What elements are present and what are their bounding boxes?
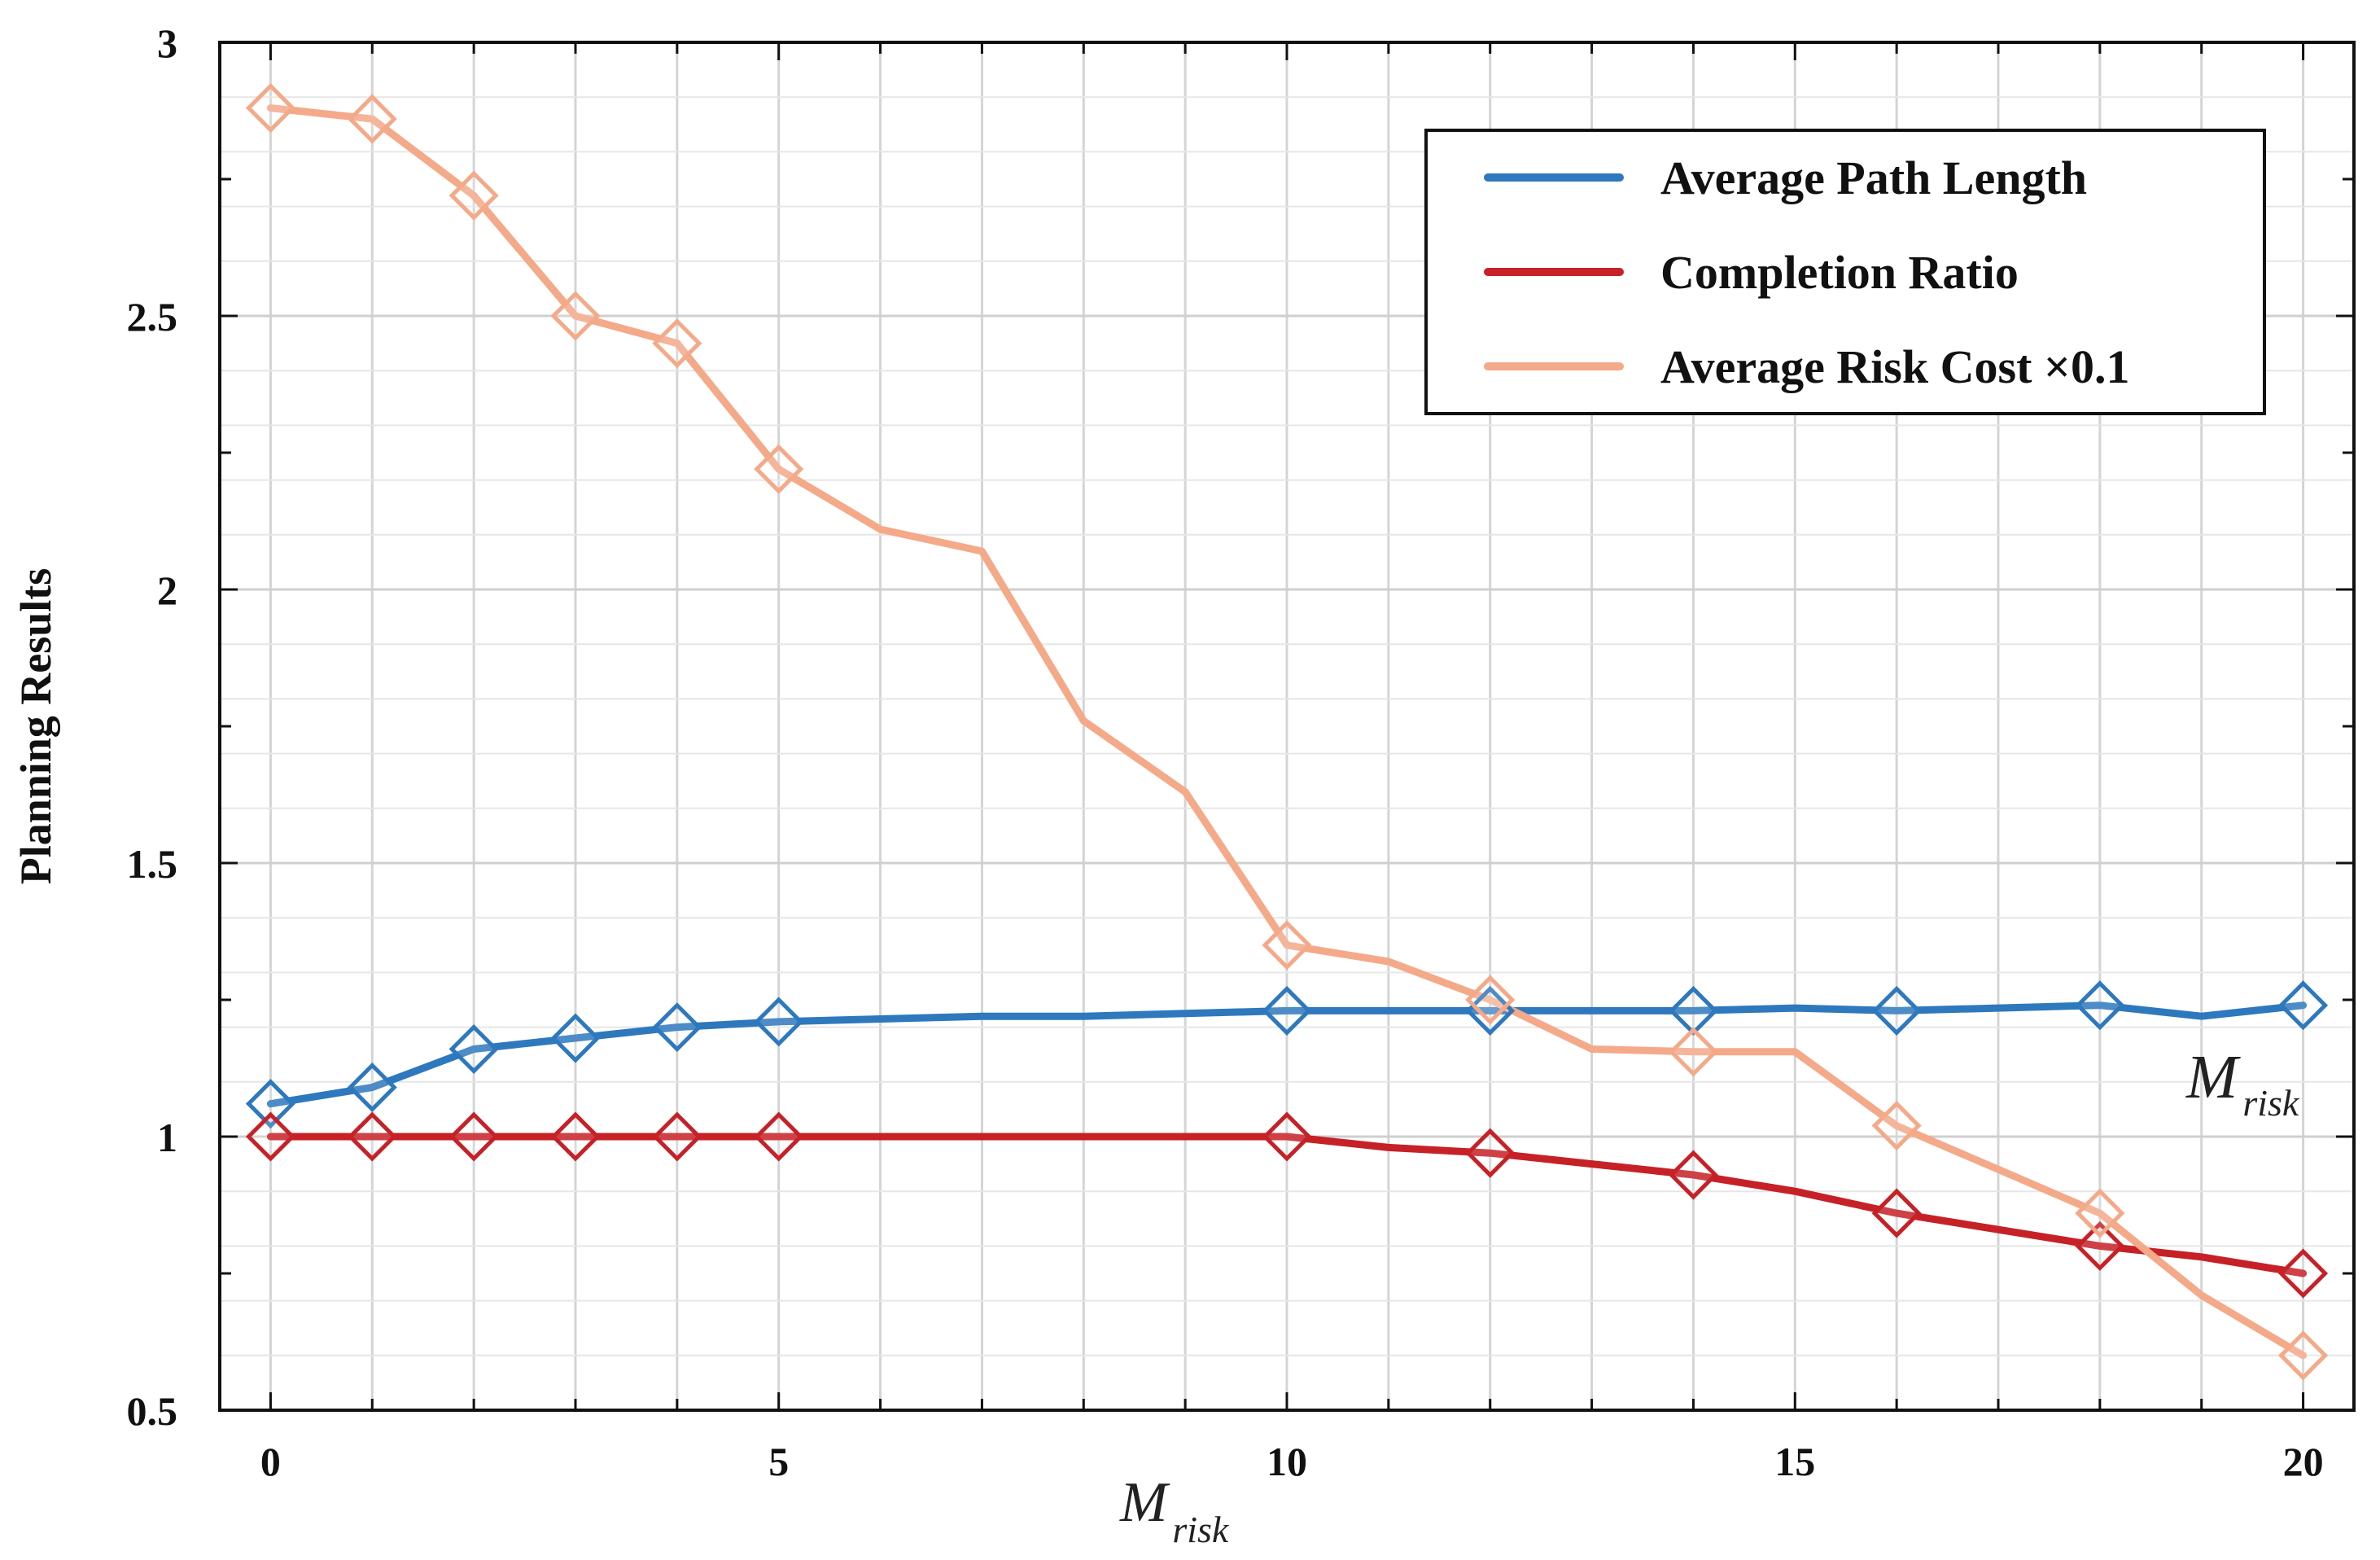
- series-line-0: [266, 1001, 2308, 1108]
- series-marker-1: [2278, 1248, 2329, 1299]
- x-axis-title-main: M: [1119, 1471, 1170, 1534]
- series-marker-1: [754, 1111, 804, 1162]
- series-marker-1: [1465, 1128, 1516, 1178]
- series-marker-2: [2075, 1188, 2125, 1238]
- series-marker-2: [1668, 1027, 1718, 1077]
- legend-label-0: Average Path Length: [1660, 151, 2087, 204]
- y-tick-label: 2: [157, 567, 177, 613]
- y-tick-label: 1: [157, 1115, 177, 1160]
- series-line-2: [266, 104, 2308, 1360]
- series-marker-2: [347, 94, 397, 144]
- series-line-1: [266, 1133, 2308, 1277]
- y-tick-label: 3: [157, 20, 177, 66]
- series-marker-0: [1668, 985, 1718, 1036]
- series-marker-2: [448, 170, 499, 221]
- series-marker-0: [1871, 985, 1922, 1036]
- series-marker-1: [1668, 1150, 1718, 1200]
- x-tick-label: 0: [260, 1439, 281, 1484]
- x-tick-labels: 0 5 10 15 20: [260, 1439, 2324, 1484]
- y-tick-label: 2.5: [127, 294, 178, 340]
- series-marker-0: [448, 1023, 499, 1075]
- x-tick-label: 5: [768, 1439, 789, 1484]
- series-marker-2: [754, 444, 804, 494]
- series-marker-1: [245, 1111, 295, 1162]
- series-marker-0: [2278, 980, 2329, 1031]
- series-marker-2: [1262, 920, 1312, 971]
- series-marker-1: [1871, 1188, 1922, 1238]
- series-marker-1: [2075, 1220, 2125, 1271]
- x-tick-label: 15: [1774, 1439, 1815, 1484]
- axis-ticks: [220, 41, 2354, 1412]
- y-tick-label: 0.5: [127, 1388, 178, 1434]
- y-tick-label: 1.5: [127, 841, 178, 887]
- series-marker-0: [1465, 985, 1516, 1036]
- series-marker-0: [245, 1079, 295, 1129]
- series-marker-2: [2278, 1330, 2329, 1381]
- series-marker-0: [550, 1013, 601, 1063]
- series-marker-0: [652, 1002, 702, 1053]
- series-marker-0: [2075, 980, 2125, 1031]
- series-marker-1: [652, 1111, 702, 1162]
- series-marker-1: [1262, 1111, 1312, 1162]
- series-marker-2: [245, 83, 295, 134]
- annotation-sub: risk: [2242, 1082, 2300, 1124]
- series-lines: [266, 104, 2308, 1360]
- series-marker-1: [550, 1111, 601, 1162]
- y-tick-labels: 0.5 1 1.5 2 2.5 3: [127, 20, 178, 1434]
- series-marker-2: [652, 318, 702, 369]
- series-marker-0: [1262, 985, 1312, 1036]
- legend: Average Path Length Completion Ratio Avera…: [1424, 129, 2266, 415]
- x-tick-label: 20: [2283, 1439, 2324, 1484]
- series-marker-1: [347, 1111, 397, 1162]
- x-axis-title-sub: risk: [1172, 1509, 1230, 1550]
- series-markers: [245, 83, 2329, 1381]
- y-axis-title: Planning Results: [11, 568, 60, 885]
- series-marker-2: [1871, 1101, 1922, 1151]
- legend-label-2: Average Risk Cost ×0.1: [1660, 340, 2129, 393]
- series-marker-1: [448, 1111, 499, 1162]
- series-marker-2: [550, 291, 601, 341]
- legend-label-1: Completion Ratio: [1660, 246, 2019, 299]
- annotation-main: M: [2185, 1043, 2241, 1111]
- series-marker-2: [1465, 975, 1516, 1025]
- series-marker-0: [347, 1062, 397, 1113]
- series-marker-0: [754, 997, 804, 1047]
- x-tick-label: 10: [1267, 1439, 1307, 1484]
